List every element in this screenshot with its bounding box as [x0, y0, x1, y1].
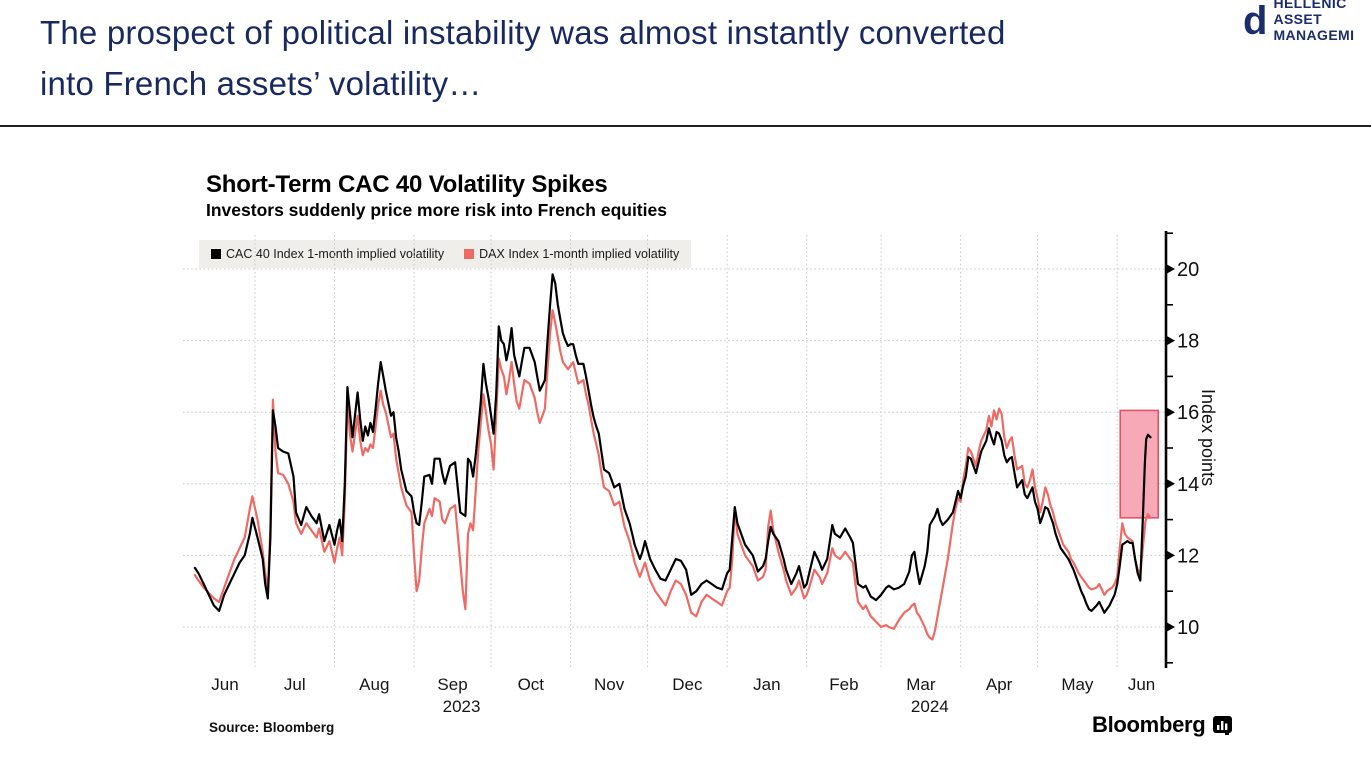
logo-text: HELLENIC ASSET MANAGEMI	[1273, 0, 1354, 47]
bloomberg-wordmark: Bloomberg	[1092, 712, 1206, 737]
logo-mark-icon: d	[1243, 0, 1268, 43]
slide-title-line2: into French assets’ volatility…	[40, 65, 482, 102]
legend-item-cac40: CAC 40 Index 1-month implied volatility	[211, 247, 444, 261]
x-axis-month-label: Jun	[1127, 675, 1156, 694]
x-axis-year-label: 2023	[442, 697, 481, 716]
cac40-line	[193, 273, 1152, 614]
y-axis-major-tick	[1167, 336, 1175, 346]
bloomberg-branding: Bloomberg	[1092, 712, 1233, 738]
y-axis-tick-label: 18	[1177, 331, 1199, 353]
logo-line2: ASSET	[1273, 11, 1323, 27]
y-axis-tick-label: 20	[1177, 259, 1199, 281]
x-axis-year-label: 2024	[910, 697, 949, 716]
x-axis-month-label: Sep	[437, 675, 468, 694]
slide-title: The prospect of political instability wa…	[40, 7, 1280, 109]
x-axis-month-label: Nov	[593, 675, 625, 694]
dax-series-label: DAX Index 1-month implied volatility	[479, 247, 680, 261]
june-2024-spike-highlight	[1119, 409, 1160, 519]
dax-series-swatch-icon	[464, 249, 475, 259]
x-axis-month-label: May	[1061, 675, 1094, 694]
x-axis-month-label: Jul	[283, 675, 306, 694]
y-axis-major-tick	[1167, 622, 1175, 632]
header-divider	[0, 125, 1371, 127]
y-axis-major-tick	[1167, 479, 1175, 489]
slide-title-line1: The prospect of political instability wa…	[40, 14, 1006, 51]
y-axis-tick-label: 16	[1177, 402, 1199, 424]
x-axis-month-label: Apr	[985, 675, 1013, 694]
logo-line3: MANAGEMI	[1273, 27, 1355, 43]
cac40-series-label: CAC 40 Index 1-month implied volatility	[226, 247, 445, 261]
y-axis-major-tick	[1167, 550, 1175, 560]
y-axis-major-tick	[1167, 264, 1175, 274]
y-axis-major-tick	[1167, 407, 1175, 417]
x-axis-month-label: Jun	[211, 675, 239, 694]
x-axis-month-label: Mar	[906, 675, 936, 694]
cac40-series-swatch-icon	[211, 249, 221, 259]
x-axis-month-label: Jan	[753, 675, 781, 694]
x-axis-month-label: Dec	[672, 675, 703, 694]
dax-line	[193, 309, 1152, 641]
x-axis-month-label: Aug	[359, 675, 390, 694]
x-axis-month-label: Oct	[517, 675, 545, 694]
chart-subtitle: Investors suddenly price more risk into …	[206, 200, 667, 220]
logo-line1: HELLENIC	[1273, 0, 1347, 11]
y-axis-tick-label: 14	[1177, 474, 1199, 496]
y-axis-title: Index points	[1198, 389, 1218, 487]
chart-legend: CAC 40 Index 1-month implied volatility …	[199, 240, 692, 268]
y-axis-tick-label: 12	[1177, 545, 1199, 567]
source-note: Source: Bloomberg	[209, 720, 335, 735]
y-axis-tick-label: 10	[1177, 617, 1199, 639]
chart-title: Short-Term CAC 40 Volatility Spikes	[206, 171, 608, 198]
x-axis-month-label: Feb	[829, 675, 859, 694]
legend-item-dax: DAX Index 1-month implied volatility	[464, 247, 679, 261]
hellenic-asset-management-logo: d HELLENIC ASSET MANAGEMI	[1243, 0, 1371, 47]
bloomberg-terminal-icon	[1213, 715, 1233, 735]
